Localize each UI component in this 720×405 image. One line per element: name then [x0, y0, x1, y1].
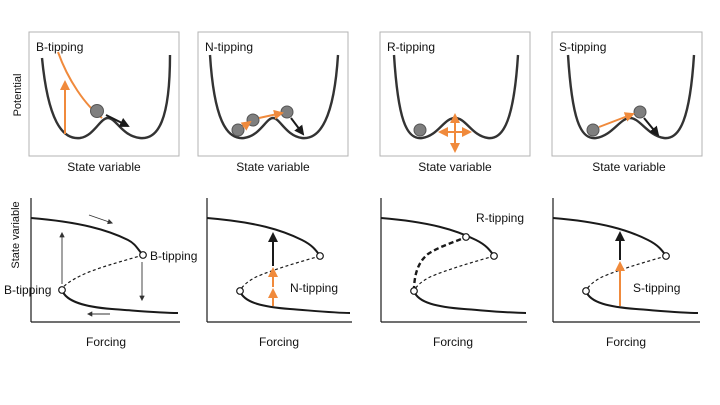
state-variable-axis-label: State variable: [10, 201, 22, 268]
rate-induced-trajectory: [412, 235, 467, 292]
potential-curve: [40, 54, 172, 140]
lower-stable-branch: [239, 290, 351, 314]
fold-point: [662, 252, 670, 260]
forcing-label: Forcing: [259, 335, 299, 349]
upper-stable-branch: [30, 217, 144, 256]
unstable-branch: [585, 255, 667, 292]
r-tipping-label: R-tipping: [476, 211, 524, 225]
state-variable-label: State variable: [592, 160, 666, 174]
n-tipping-label: N-tipping: [290, 281, 338, 295]
hysteresis-arrow-right: [88, 214, 114, 225]
potential-panel-s-tipping: S-tipping State variable: [551, 31, 703, 174]
panel-frame: [379, 31, 531, 157]
bifurcation-panel-s-tipping: S-tipping Forcing: [552, 198, 700, 349]
roll-arrow: [105, 114, 130, 127]
fold-point: [410, 287, 418, 295]
state-ball: [633, 105, 647, 119]
panel-frame: [197, 31, 349, 157]
panel-frame: [551, 31, 703, 157]
state-ball: [413, 123, 427, 137]
roll-arrow: [643, 117, 660, 137]
noise-arrow: [598, 112, 635, 128]
potential-panel-b-tipping: B-tipping State variable: [28, 31, 180, 174]
noise-arrow: [240, 120, 252, 131]
b-tipping-label-lower: B-tipping: [4, 283, 51, 297]
state-ball: [231, 123, 245, 137]
state-ball: [246, 113, 260, 127]
potential-curve: [566, 54, 696, 140]
potential-panel-r-tipping: R-tipping State variable: [379, 31, 531, 174]
panel-title: S-tipping: [559, 40, 606, 54]
upper-stable-branch: [380, 217, 495, 257]
noise-arrow: [258, 109, 284, 120]
state-ball: [90, 104, 104, 118]
potential-axis-label: Potential: [12, 74, 24, 117]
fold-point: [236, 287, 244, 295]
panel-title: R-tipping: [387, 40, 435, 54]
fold-point: [139, 251, 147, 259]
state-variable-label: State variable: [236, 160, 310, 174]
fold-point: [316, 252, 324, 260]
forcing-label: Forcing: [86, 335, 126, 349]
tipping-point: [462, 233, 470, 241]
unstable-branch: [413, 255, 495, 292]
fold-point: [582, 287, 590, 295]
forcing-label: Forcing: [606, 335, 646, 349]
potential-panel-n-tipping: N-tipping State variable: [197, 31, 349, 174]
unstable-branch: [239, 255, 321, 292]
lower-stable-branch: [413, 290, 527, 314]
forcing-label: Forcing: [433, 335, 473, 349]
roll-arrow: [290, 117, 305, 136]
state-ball: [586, 123, 600, 137]
state-variable-label: State variable: [418, 160, 492, 174]
upper-stable-branch: [206, 217, 321, 257]
lower-stable-branch: [585, 290, 699, 314]
s-tipping-label: S-tipping: [633, 281, 680, 295]
potential-curve: [208, 54, 340, 140]
panel-title: B-tipping: [36, 40, 83, 54]
panel-frame: [28, 31, 180, 157]
b-tipping-label-upper: B-tipping: [150, 249, 197, 263]
upper-stable-branch: [552, 217, 667, 257]
fold-point: [58, 286, 66, 294]
state-ball: [280, 105, 294, 119]
panel-title: N-tipping: [205, 40, 253, 54]
bifurcation-panel-r-tipping: R-tipping Forcing: [380, 198, 527, 349]
unstable-branch: [61, 254, 144, 291]
fold-point: [490, 252, 498, 260]
lower-stable-branch: [61, 289, 179, 314]
state-variable-label: State variable: [67, 160, 141, 174]
bifurcation-panel-b-tipping: B-tipping B-tipping Forcing: [4, 198, 197, 349]
bifurcation-panel-n-tipping: N-tipping Forcing: [206, 198, 352, 349]
